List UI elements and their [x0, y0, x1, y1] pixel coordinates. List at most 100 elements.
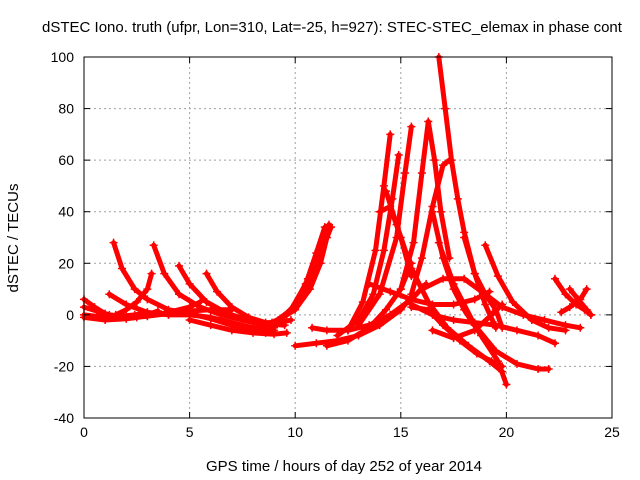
data-point — [409, 238, 418, 247]
data-point — [333, 331, 342, 340]
data-point — [493, 272, 502, 281]
data-point — [470, 295, 479, 304]
y-tick-label: -20 — [54, 358, 74, 374]
data-point — [565, 303, 574, 312]
series-trace — [558, 286, 590, 315]
data-point — [574, 295, 583, 304]
data-point — [527, 316, 536, 325]
data-point — [227, 326, 236, 335]
data-point — [417, 169, 426, 178]
chart-title: dSTEC Iono. truth (ufpr, Lon=310, Lat=-2… — [42, 19, 623, 36]
data-point — [512, 326, 521, 335]
data-point — [472, 349, 481, 358]
series-30 — [365, 279, 494, 309]
data-point — [428, 300, 437, 309]
series-15 — [274, 233, 331, 325]
y-tick-label: 60 — [58, 152, 74, 168]
data-point — [375, 290, 384, 299]
data-point — [267, 318, 276, 327]
data-point — [534, 331, 543, 340]
data-point — [270, 330, 279, 339]
data-point — [365, 279, 374, 288]
data-point — [185, 279, 194, 288]
data-point — [498, 362, 507, 371]
data-point — [434, 238, 443, 247]
data-point — [375, 207, 384, 216]
data-point — [586, 310, 595, 319]
data-point — [386, 310, 395, 319]
data-point — [213, 287, 222, 296]
data-point — [291, 341, 300, 350]
data-point — [354, 321, 363, 330]
data-point — [447, 156, 456, 165]
series-trace — [334, 152, 402, 338]
y-tick-label: 40 — [58, 204, 74, 220]
data-point — [396, 285, 405, 294]
data-point — [386, 202, 395, 211]
data-point — [424, 117, 433, 126]
x-tick-label: 10 — [287, 424, 303, 440]
data-point — [143, 285, 152, 294]
data-point — [487, 357, 496, 366]
data-point — [175, 261, 184, 270]
data-point — [248, 328, 257, 337]
x-axis-label: GPS time / hours of day 252 of year 2014 — [206, 458, 482, 475]
grid — [84, 57, 612, 418]
axis-ticks: 0 5 10 15 20 25 -40 -20 0 20 40 60 80 100 — [51, 49, 620, 440]
data-point — [430, 156, 439, 165]
data-point — [491, 346, 500, 355]
series-32 — [407, 303, 507, 371]
series-trace — [377, 204, 414, 279]
data-point — [286, 316, 295, 325]
series-26 — [428, 207, 511, 389]
series-layer — [80, 53, 595, 389]
data-point — [449, 300, 458, 309]
data-point — [261, 321, 270, 330]
x-tick-label: 15 — [393, 424, 409, 440]
data-point — [382, 305, 391, 314]
data-point — [428, 207, 437, 216]
data-point — [407, 272, 416, 281]
x-tick-label: 0 — [80, 424, 88, 440]
data-point — [386, 130, 395, 139]
data-point — [147, 269, 156, 278]
data-point — [344, 326, 352, 335]
series-trace — [567, 286, 594, 318]
x-tick-label: 20 — [499, 424, 515, 440]
series-23 — [375, 202, 416, 281]
data-point — [109, 238, 118, 247]
data-point — [175, 290, 184, 299]
series-24 — [396, 117, 454, 294]
data-point — [358, 297, 367, 306]
data-point — [105, 290, 114, 299]
data-point — [308, 323, 317, 332]
data-point — [322, 233, 331, 242]
data-point — [407, 303, 416, 312]
data-point — [481, 290, 490, 299]
data-point — [544, 365, 553, 374]
series-20 — [344, 130, 395, 335]
data-point — [550, 274, 559, 283]
data-point — [223, 309, 232, 318]
series-trace — [436, 54, 499, 331]
series-33 — [460, 233, 585, 332]
data-point — [291, 305, 300, 314]
y-tick-label: 100 — [51, 49, 75, 65]
data-point — [305, 285, 314, 294]
data-point — [244, 313, 253, 322]
data-point — [512, 359, 521, 368]
data-point — [382, 187, 391, 196]
series-38 — [565, 285, 595, 319]
data-point — [227, 303, 236, 312]
data-point — [282, 328, 291, 337]
data-point — [481, 241, 490, 250]
data-point — [502, 380, 511, 389]
series-trace — [111, 240, 269, 336]
data-point — [322, 326, 331, 335]
data-point — [436, 207, 445, 216]
data-point — [202, 269, 211, 278]
data-point — [544, 323, 553, 332]
data-point — [582, 305, 591, 314]
data-point — [255, 323, 264, 332]
